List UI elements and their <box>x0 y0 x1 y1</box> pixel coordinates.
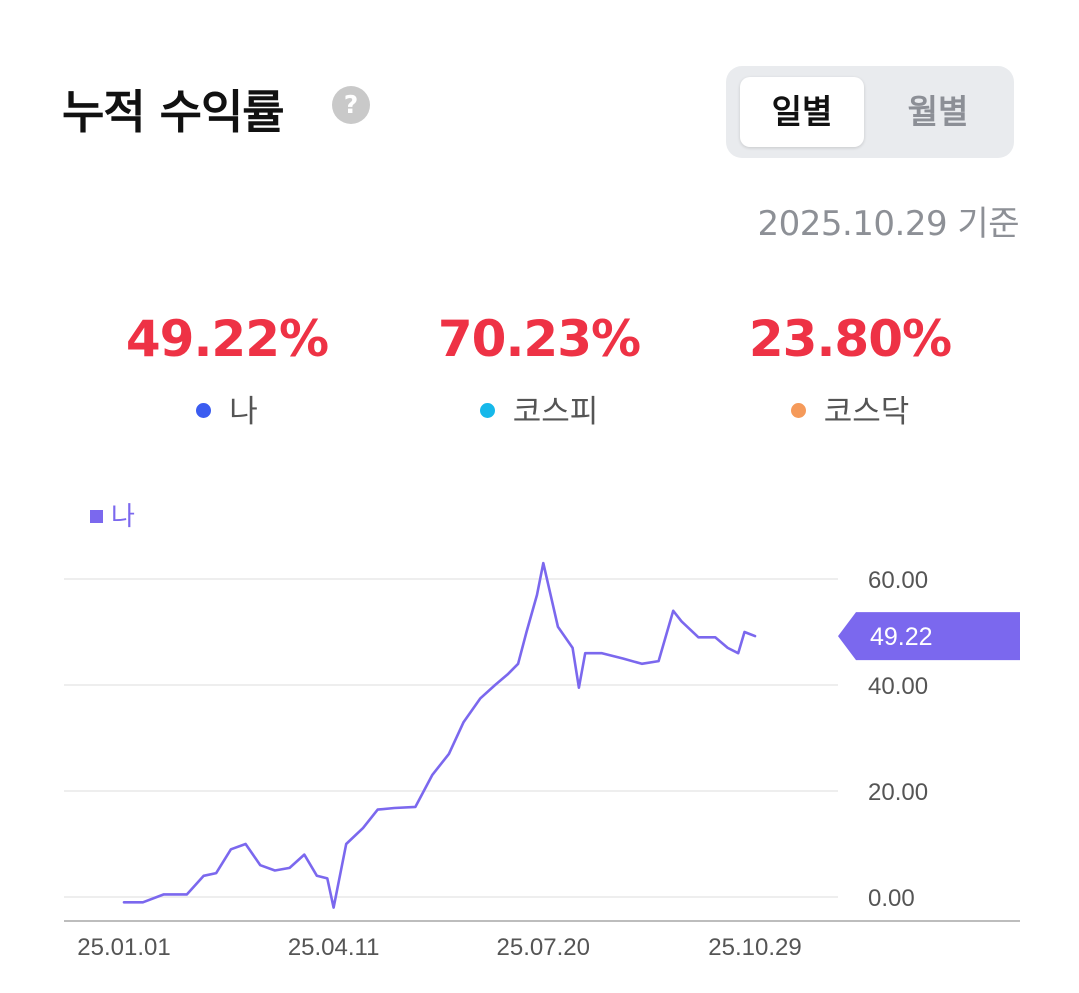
x-tick-label: 25.04.11 <box>288 934 380 961</box>
stat-value: 49.22% <box>125 310 329 368</box>
series-line-나 <box>122 561 757 909</box>
stat-value: 23.80% <box>748 310 952 368</box>
toggle-monthly-button[interactable]: 월별 <box>907 92 969 131</box>
y-tick-label: 60.00 <box>868 567 928 594</box>
stat-label: 나 <box>229 394 258 430</box>
cumulative-return-chart: 60.00 40.00 20.00 0.00 25.01.01 25.04.11 25.0… <box>64 502 1020 961</box>
x-tick-label: 25.01.01 <box>77 934 170 961</box>
dot-icon <box>790 403 806 418</box>
dot-icon <box>479 403 495 418</box>
page-title: 누적 수익률 <box>62 85 285 139</box>
period-toggle: 일별 월별 <box>726 66 1014 158</box>
question-circle-icon[interactable]: ? <box>332 86 370 124</box>
as-of-date: 2025.10.29 기준 <box>757 204 1019 244</box>
stat-label: 코스피 <box>512 394 599 430</box>
toggle-daily-button[interactable]: 일별 <box>740 77 864 147</box>
current-value-tag <box>838 612 1020 661</box>
x-tick-label: 25.07.20 <box>497 934 590 961</box>
stat-kospi: 70.23% 코스피 <box>409 310 669 431</box>
y-tick-label: 40.00 <box>868 673 928 700</box>
y-tick-label: 0.00 <box>868 885 915 912</box>
stat-kosdaq: 23.80% 코스닥 <box>720 310 980 431</box>
dot-icon <box>196 403 212 418</box>
legend-swatch <box>90 510 103 523</box>
stat-value: 70.23% <box>437 310 641 368</box>
stat-me: 49.22% 나 <box>97 310 357 431</box>
y-tick-label: 20.00 <box>868 779 928 806</box>
current-value-label: 49.22 <box>870 623 933 651</box>
x-tick-label: 25.10.29 <box>708 934 801 961</box>
legend-label: 나 <box>111 502 135 532</box>
stat-label: 코스닥 <box>823 394 910 430</box>
